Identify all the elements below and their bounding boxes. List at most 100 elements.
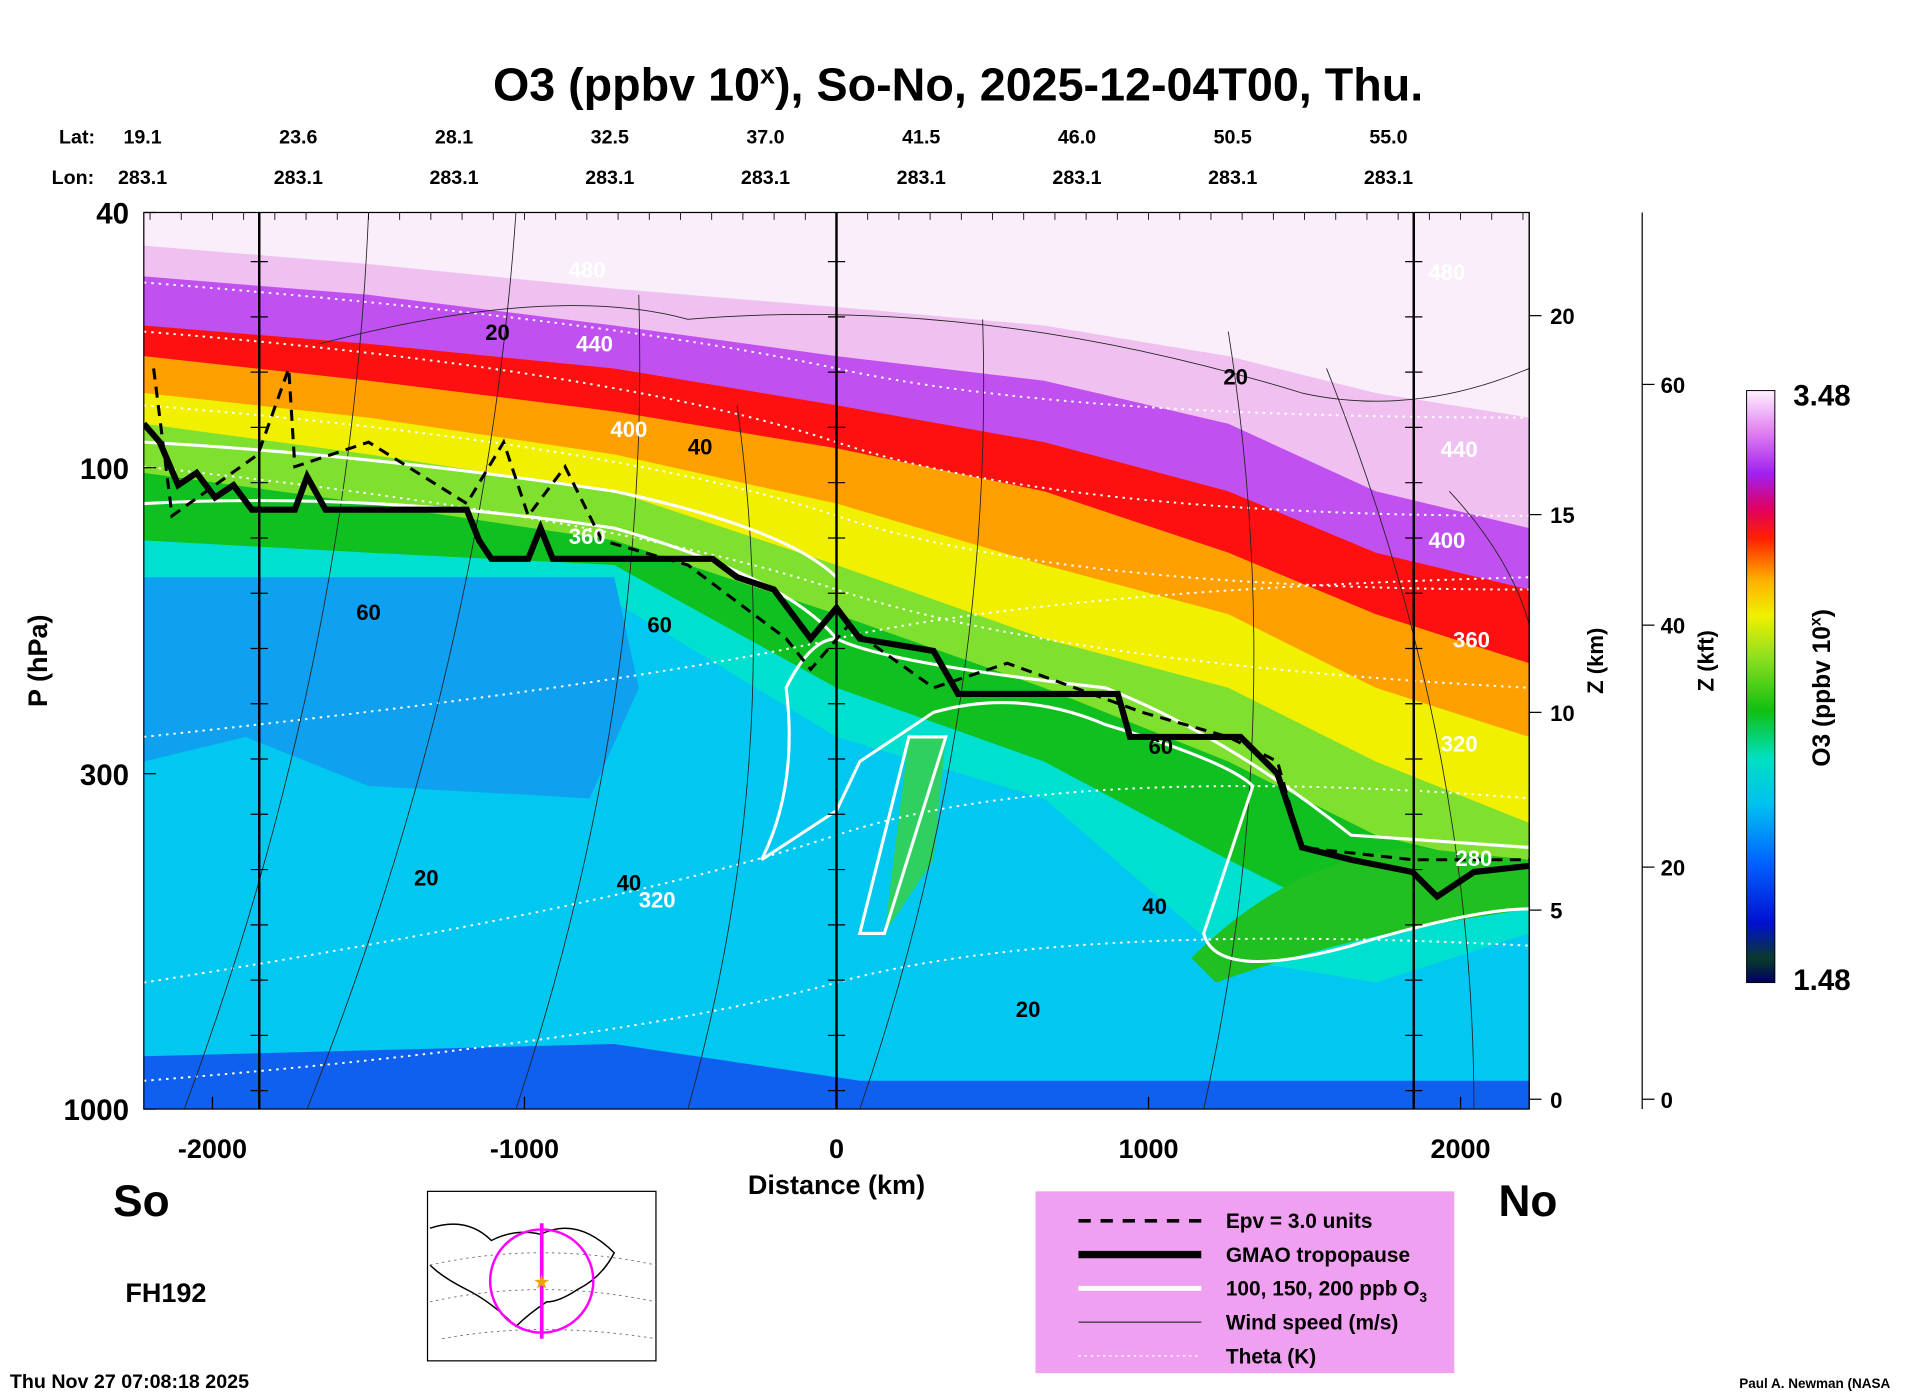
wind-speed-contour: [859, 319, 985, 1110]
y-axis-label: P (hPa): [23, 614, 53, 707]
z-kft-tick-label: 60: [1661, 373, 1686, 398]
theta-label: 480: [569, 258, 606, 283]
wind-speed-contour: [306, 212, 517, 1110]
legend-label-text: Epv = 3.0 units: [1226, 1210, 1373, 1233]
wind-label: 20: [1016, 997, 1041, 1022]
y-tick-label: 300: [80, 759, 129, 792]
theta-label: 280: [1455, 846, 1492, 871]
forecast-hour: FH192: [125, 1278, 206, 1308]
wind-label: 20: [414, 866, 439, 891]
wind-label: 60: [356, 600, 381, 625]
south-label: So: [113, 1177, 169, 1226]
ozone-ppb-contour: [760, 637, 837, 861]
ozone-intrusion: [1191, 847, 1530, 983]
lon-value: 283.1: [274, 167, 323, 189]
theta-label: 320: [1441, 732, 1478, 757]
wind-speed-contour: [1203, 331, 1255, 1110]
lat-value: 32.5: [591, 127, 629, 149]
wind-speed-contour: [515, 294, 641, 1110]
legend-label: Wind speed (m/s): [1226, 1312, 1399, 1335]
x-axis-label: Distance (km): [748, 1170, 925, 1200]
ozone-ppb-contour: [857, 735, 948, 935]
lon-value: 283.1: [1052, 167, 1101, 189]
x-tick-label: -1000: [490, 1134, 559, 1164]
theta-label: 360: [1453, 627, 1490, 652]
wind-speed-contour: [687, 405, 754, 1110]
wind-label: 60: [647, 613, 672, 638]
legend-label-text: Wind speed (m/s): [1226, 1312, 1399, 1335]
legend-label-text: 100, 150, 200 ppb O: [1226, 1278, 1420, 1301]
lat-value: 55.0: [1369, 127, 1407, 149]
theta-label: 400: [610, 417, 647, 442]
y-tick-label: 1000: [63, 1094, 129, 1127]
colorbar-label: O3 (ppbv 10x): [1807, 609, 1836, 767]
lon-value: 283.1: [897, 167, 946, 189]
lon-value: 283.1: [429, 167, 478, 189]
lon-value: 283.1: [118, 167, 167, 189]
wind-label: 40: [617, 870, 642, 895]
theta-label: 400: [1428, 528, 1465, 553]
ozone-ppb-contour: [143, 440, 838, 579]
x-tick-label: 1000: [1118, 1134, 1178, 1164]
legend-label: Theta (K): [1226, 1345, 1316, 1368]
colorbar-max: 3.48: [1793, 379, 1850, 412]
z-km-tick-label: 5: [1550, 899, 1562, 924]
lon-value: 283.1: [1208, 167, 1257, 189]
z-km-tick-label: 15: [1550, 503, 1575, 528]
theta-label: 440: [576, 331, 613, 356]
axes: -2000 -1000 0 1000 2000 40 100 300 1000 0 5 10 15 20 0…: [63, 198, 1685, 1165]
timestamp: Thu Nov 27 07:08:18 2025: [10, 1371, 249, 1393]
legend-label: 100, 150, 200 ppb O3: [1226, 1278, 1428, 1305]
wind-speed-contour: [183, 212, 369, 1110]
ozone-color-field: 480 440 400 360 320 480 440 400 360 320 280 20 40 60 2…: [143, 212, 1530, 1110]
y-tick-label: 40: [96, 198, 129, 231]
lat-value: 41.5: [902, 127, 940, 149]
lat-value: 37.0: [746, 127, 784, 149]
z-kft-tick-label: 20: [1661, 856, 1686, 881]
wind-label: 40: [688, 434, 713, 459]
wind-speed-contour: [1449, 490, 1530, 737]
x-tick-label: -2000: [178, 1134, 247, 1164]
legend: Epv = 3.0 units GMAO tropopause 100, 150, …: [1035, 1191, 1455, 1374]
surface-low-ozone-patch: [143, 1043, 1530, 1110]
chart-title: O3 (ppbv 10x), So-No, 2025-12-04T00, Thu…: [493, 59, 1423, 111]
theta-label: 360: [569, 524, 606, 549]
lat-value: 50.5: [1214, 127, 1252, 149]
lon-value: 283.1: [585, 167, 634, 189]
lon-value: 283.1: [1364, 167, 1413, 189]
theta-contour: [143, 465, 1530, 689]
north-label: No: [1498, 1177, 1557, 1226]
x-tick-label: 2000: [1430, 1134, 1490, 1164]
coastline-shape: [429, 1223, 616, 1328]
z-km-tick-label: 0: [1550, 1088, 1562, 1113]
y-tick-label: 100: [80, 453, 129, 486]
wind-speed-contour: [319, 305, 1530, 402]
colorbar: [1746, 390, 1776, 984]
wind-label: 40: [1142, 894, 1167, 919]
z-km-tick-label: 10: [1550, 701, 1575, 726]
legend-label-text: GMAO tropopause: [1226, 1244, 1410, 1267]
tropopause-line: [143, 421, 1530, 901]
theta-label: 440: [1441, 437, 1478, 462]
z-km-tick-label: 20: [1550, 304, 1575, 329]
lon-value: 283.1: [741, 167, 790, 189]
lon-label: Lon:: [52, 167, 95, 189]
z-kft-tick-label: 40: [1661, 614, 1686, 639]
wind-label: 60: [1148, 734, 1173, 759]
colorbar-min: 1.48: [1793, 964, 1850, 997]
legend-label: GMAO tropopause: [1226, 1244, 1410, 1267]
lat-value: 28.1: [435, 127, 473, 149]
legend-label: Epv = 3.0 units: [1226, 1210, 1373, 1233]
x-tick-label: 0: [829, 1134, 844, 1164]
epv-contour: [152, 367, 1530, 862]
z-kft-tick-label: 0: [1661, 1088, 1673, 1113]
lat-value: 46.0: [1058, 127, 1096, 149]
lat-value: 23.6: [279, 127, 317, 149]
ozone-ppb-contour: [760, 701, 1530, 964]
locator-map: ★: [426, 1190, 657, 1362]
theta-label: 480: [1428, 260, 1465, 285]
wind-label: 20: [485, 320, 510, 345]
lat-lon-header: Lat: Lon: 19.1 283.1 23.6 283.1 28.1 283.1 32.5 2…: [52, 127, 1413, 190]
lat-value: 19.1: [123, 127, 161, 149]
